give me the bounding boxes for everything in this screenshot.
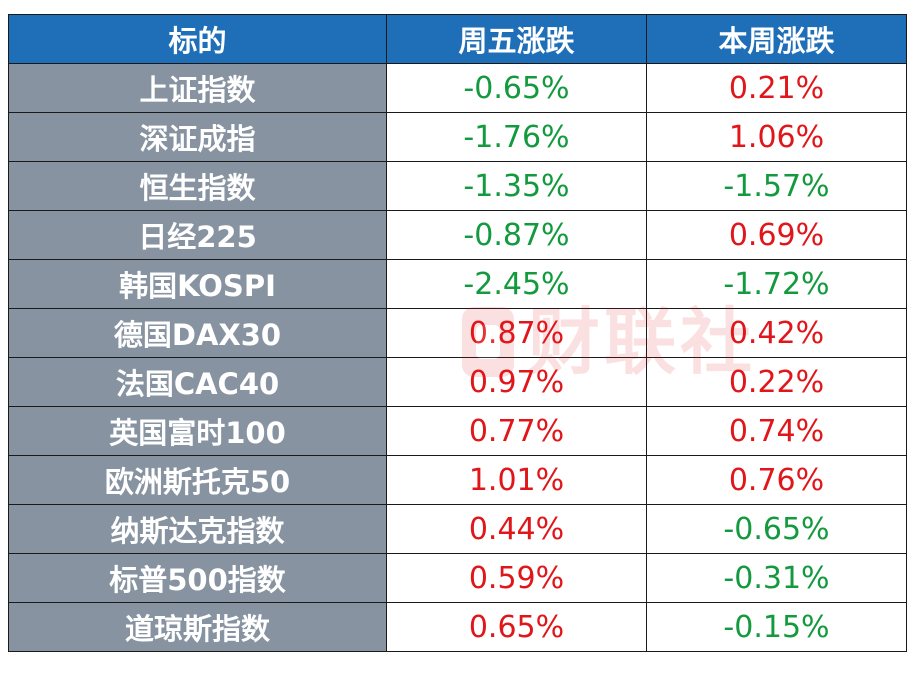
week-change: 0.69% xyxy=(646,210,907,260)
table-row: 纳斯达克指数 0.44% -0.65% xyxy=(8,504,907,554)
table-row: 德国DAX30 0.87% 0.42% xyxy=(8,308,907,358)
table-row: 深证成指 -1.76% 1.06% xyxy=(8,112,907,162)
index-name: 恒生指数 xyxy=(8,161,387,211)
friday-change: -2.45% xyxy=(386,259,647,309)
header-row: 标的 周五涨跌 本周涨跌 xyxy=(8,14,907,64)
index-name: 道琼斯指数 xyxy=(8,602,387,652)
index-name: 韩国KOSPI xyxy=(8,259,387,309)
table-row: 日经225 -0.87% 0.69% xyxy=(8,210,907,260)
friday-change: -1.76% xyxy=(386,112,647,162)
week-change: -0.15% xyxy=(646,602,907,652)
friday-change: 0.77% xyxy=(386,406,647,456)
friday-change: 0.65% xyxy=(386,602,647,652)
friday-change: 0.59% xyxy=(386,553,647,603)
week-change: -1.57% xyxy=(646,161,907,211)
friday-change: -0.87% xyxy=(386,210,647,260)
week-change: 0.42% xyxy=(646,308,907,358)
index-name: 英国富时100 xyxy=(8,406,387,456)
index-name: 纳斯达克指数 xyxy=(8,504,387,554)
table-row: 标普500指数 0.59% -0.31% xyxy=(8,553,907,603)
week-change: 0.76% xyxy=(646,455,907,505)
friday-change: 0.97% xyxy=(386,357,647,407)
week-change: -0.65% xyxy=(646,504,907,554)
week-change: 0.21% xyxy=(646,63,907,113)
index-name: 标普500指数 xyxy=(8,553,387,603)
table-row: 恒生指数 -1.35% -1.57% xyxy=(8,161,907,211)
table-row: 韩国KOSPI -2.45% -1.72% xyxy=(8,259,907,309)
table-body: 上证指数 -0.65% 0.21% 深证成指 -1.76% 1.06% 恒生指数 -1.35%… xyxy=(8,63,907,652)
table-row: 上证指数 -0.65% 0.21% xyxy=(8,63,907,113)
index-change-table: 标的 周五涨跌 本周涨跌 上证指数 -0.65% 0.21% 深证成指 -1.76% 1.… xyxy=(8,14,907,652)
week-change: 0.22% xyxy=(646,357,907,407)
index-name: 上证指数 xyxy=(8,63,387,113)
index-name: 日经225 xyxy=(8,210,387,260)
friday-change: 0.87% xyxy=(386,308,647,358)
friday-change: -1.35% xyxy=(386,161,647,211)
week-change: -0.31% xyxy=(646,553,907,603)
friday-change: -0.65% xyxy=(386,63,647,113)
header-target: 标的 xyxy=(8,14,387,64)
index-name: 法国CAC40 xyxy=(8,357,387,407)
index-name: 深证成指 xyxy=(8,112,387,162)
week-change: 1.06% xyxy=(646,112,907,162)
week-change: 0.74% xyxy=(646,406,907,456)
table-row: 法国CAC40 0.97% 0.22% xyxy=(8,357,907,407)
index-name: 欧洲斯托克50 xyxy=(8,455,387,505)
friday-change: 0.44% xyxy=(386,504,647,554)
index-name: 德国DAX30 xyxy=(8,308,387,358)
table-row: 道琼斯指数 0.65% -0.15% xyxy=(8,602,907,652)
friday-change: 1.01% xyxy=(386,455,647,505)
table-row: 欧洲斯托克50 1.01% 0.76% xyxy=(8,455,907,505)
table-row: 英国富时100 0.77% 0.74% xyxy=(8,406,907,456)
week-change: -1.72% xyxy=(646,259,907,309)
header-friday-change: 周五涨跌 xyxy=(386,14,647,64)
header-week-change: 本周涨跌 xyxy=(646,14,907,64)
